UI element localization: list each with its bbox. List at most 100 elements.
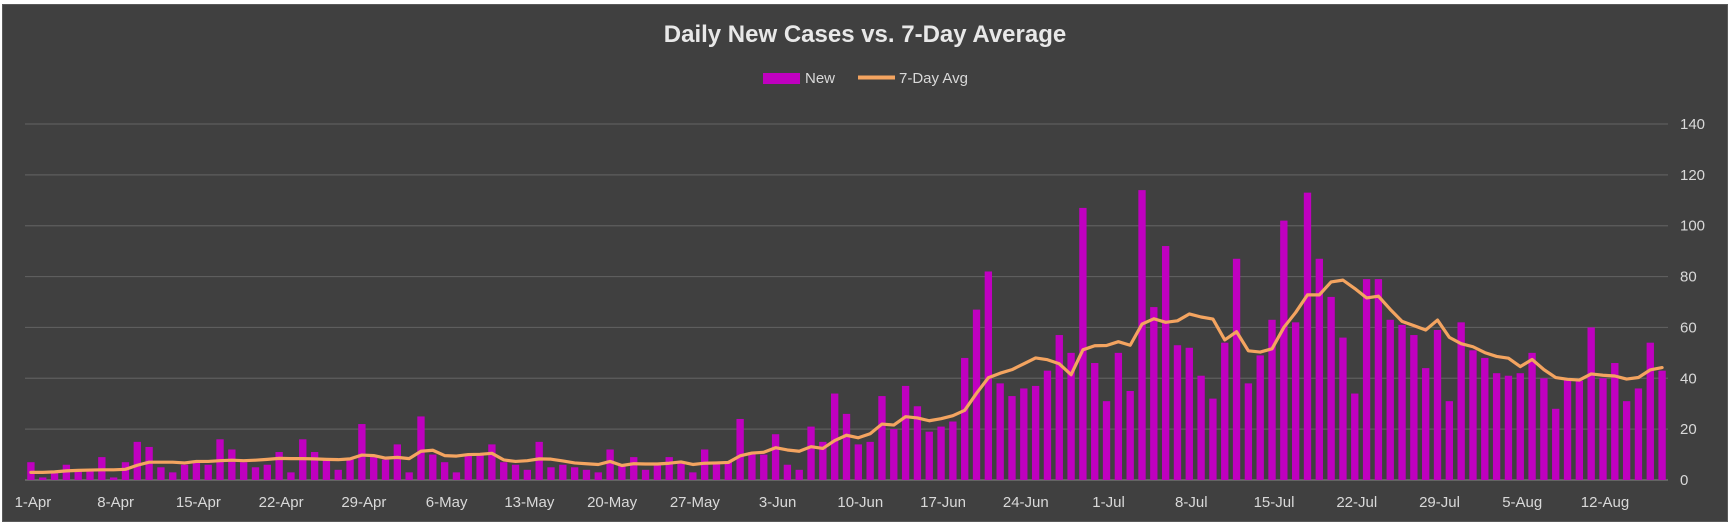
bar-new-7 <box>109 477 118 480</box>
bar-new-13 <box>180 464 189 480</box>
bar-new-54 <box>665 457 673 480</box>
bar-new-123 <box>1481 357 1489 480</box>
bar-new-21 <box>275 452 283 480</box>
x-tick-label-7: 20-May <box>587 494 638 511</box>
x-tick-label-6: 13-May <box>504 494 555 511</box>
bar-new-133 <box>1599 378 1607 480</box>
bar-new-102 <box>1232 258 1241 480</box>
bar-new-26 <box>334 469 342 480</box>
bar-new-34 <box>429 454 437 480</box>
bar-new-30 <box>381 459 390 480</box>
bar-new-2 <box>50 472 59 480</box>
x-tick-label-13: 1-Jul <box>1092 494 1125 511</box>
bar-new-138 <box>1658 370 1666 480</box>
x-tick-label-11: 17-Jun <box>920 494 966 511</box>
x-tick-label-3: 22-Apr <box>259 494 304 511</box>
bar-new-40 <box>500 462 508 480</box>
bar-new-111 <box>1339 337 1347 480</box>
x-tick-label-10: 10-Jun <box>837 494 883 511</box>
bar-new-14 <box>192 462 201 480</box>
bar-new-131 <box>1575 380 1584 480</box>
bar-new-28 <box>358 424 366 480</box>
bar-new-103 <box>1244 383 1253 480</box>
bar-new-36 <box>452 472 461 480</box>
bar-new-117 <box>1410 335 1418 480</box>
bar-new-88 <box>1067 352 1075 480</box>
chart-svg: Daily New Cases vs. 7-Day Average New 7-… <box>15 21 1705 511</box>
bar-new-83 <box>1008 396 1016 480</box>
bar-new-12 <box>169 472 177 480</box>
bar-new-124 <box>1492 373 1501 480</box>
x-tick-label-17: 29-Jul <box>1419 494 1460 511</box>
legend-swatch-new <box>763 73 800 84</box>
bar-new-135 <box>1622 401 1631 480</box>
bar-new-70 <box>854 444 862 480</box>
bar-new-108 <box>1303 192 1312 480</box>
bar-new-71 <box>866 441 874 480</box>
legend-label-avg: 7-Day Avg <box>899 70 968 87</box>
bar-new-1 <box>39 477 47 480</box>
bar-new-101 <box>1221 342 1229 480</box>
bar-new-113 <box>1362 279 1371 480</box>
bar-new-109 <box>1315 258 1323 480</box>
y-tick-label-40: 40 <box>1680 370 1697 387</box>
bar-new-73 <box>890 429 898 480</box>
bar-new-55 <box>677 462 685 480</box>
bar-new-35 <box>440 462 449 480</box>
x-tick-label-2: 15-Apr <box>176 494 221 511</box>
bar-new-85 <box>1031 385 1040 480</box>
x-tick-label-19: 12-Aug <box>1581 494 1629 511</box>
bar-new-11 <box>157 467 165 480</box>
bar-new-56 <box>689 472 697 480</box>
bar-new-98 <box>1185 347 1193 480</box>
bar-new-39 <box>488 444 496 480</box>
bar-new-93 <box>1126 391 1134 480</box>
bar-new-122 <box>1469 350 1477 480</box>
bar-new-60 <box>736 418 744 480</box>
bar-new-66 <box>807 426 815 480</box>
bar-new-50 <box>618 464 626 480</box>
bar-new-52 <box>641 469 650 480</box>
chart-title: Daily New Cases vs. 7-Day Average <box>664 21 1066 48</box>
bar-new-65 <box>795 469 803 480</box>
bar-new-95 <box>1150 307 1158 480</box>
bar-new-128 <box>1540 378 1548 480</box>
x-tick-label-12: 24-Jun <box>1003 494 1049 511</box>
bar-new-17 <box>228 449 236 480</box>
bar-new-79 <box>961 357 969 480</box>
y-tick-label-120: 120 <box>1680 167 1705 184</box>
bar-new-130 <box>1563 378 1572 480</box>
bar-new-62 <box>760 454 768 480</box>
bar-new-43 <box>535 441 543 480</box>
chart-area: Daily New Cases vs. 7-Day Average New 7-… <box>2 4 1728 522</box>
bar-new-126 <box>1516 373 1524 480</box>
bar-new-37 <box>464 454 472 480</box>
series-line-7-day-avg <box>29 278 1664 474</box>
bar-new-15 <box>204 464 212 480</box>
x-tick-label-15: 15-Jul <box>1254 494 1295 511</box>
bar-new-118 <box>1422 368 1430 480</box>
bar-new-68 <box>831 393 839 480</box>
y-tick-label-60: 60 <box>1680 319 1697 336</box>
bar-new-47 <box>582 469 591 480</box>
bar-new-20 <box>263 464 271 480</box>
y-tick-label-0: 0 <box>1680 472 1688 489</box>
bar-new-84 <box>1020 388 1028 480</box>
bar-new-100 <box>1209 398 1217 480</box>
x-tick-label-4: 29-Apr <box>341 494 386 511</box>
bar-new-90 <box>1091 363 1099 480</box>
x-tick-label-14: 8-Jul <box>1175 494 1208 511</box>
bar-new-134 <box>1611 363 1619 480</box>
bar-new-94 <box>1138 190 1146 480</box>
bar-new-27 <box>346 459 354 480</box>
bar-new-121 <box>1457 322 1465 480</box>
bar-new-137 <box>1646 342 1654 480</box>
bar-new-45 <box>559 464 567 480</box>
bar-new-76 <box>925 431 933 480</box>
legend: New 7-Day Avg <box>763 70 968 87</box>
bar-new-96 <box>1161 246 1170 480</box>
bar-new-69 <box>842 413 851 480</box>
bar-new-129 <box>1552 408 1560 480</box>
bar-new-25 <box>322 459 331 480</box>
bar-new-19 <box>251 467 260 480</box>
